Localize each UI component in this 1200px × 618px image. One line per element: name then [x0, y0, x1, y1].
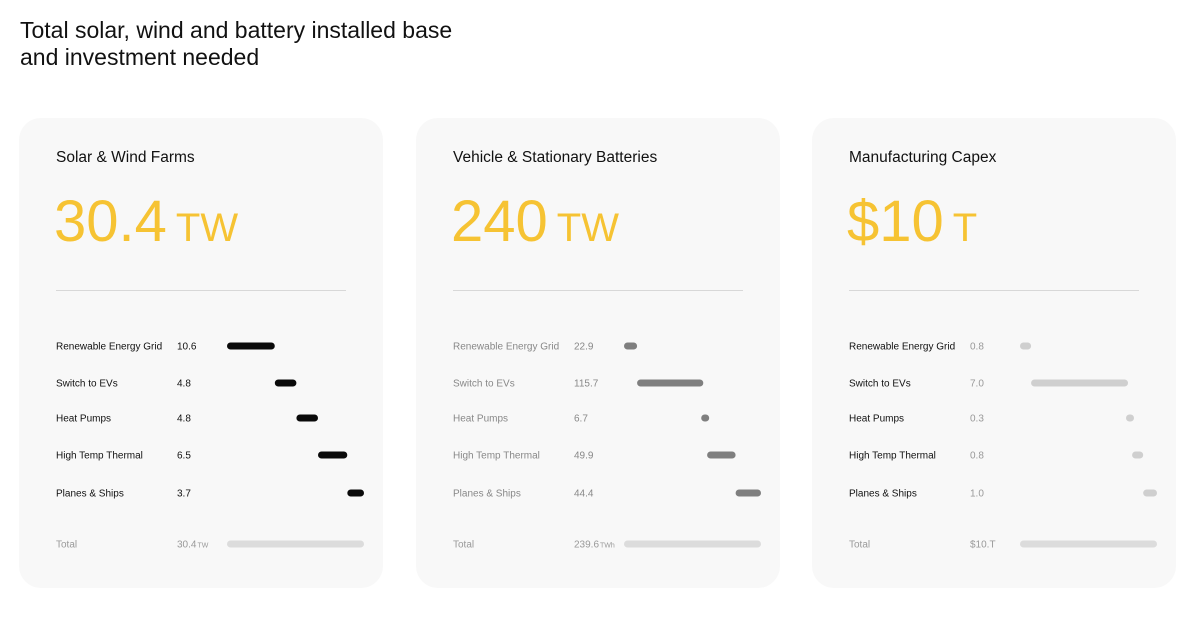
card-batteries: Vehicle & Stationary Batteries 240 TW Re…: [416, 118, 780, 588]
category-label: Switch to EVs: [56, 379, 118, 390]
category-label: High Temp Thermal: [453, 451, 540, 462]
category-label: High Temp Thermal: [56, 451, 143, 462]
total-label: Total: [56, 540, 77, 551]
category-label: Heat Pumps: [56, 414, 111, 425]
total-label: Total: [453, 540, 474, 551]
page-title: Total solar, wind and battery installed …: [20, 17, 453, 70]
total-value: 30.4TW: [177, 540, 209, 551]
waterfall-chart-capex: Renewable Energy Grid 0.8 Switch to EVs 7.0…: [849, 342, 1157, 551]
bar: [227, 342, 275, 350]
value-label: 0.3: [970, 414, 984, 425]
headline-value: 30.4 TW: [54, 188, 238, 256]
headline-value: 240 TW: [451, 188, 619, 256]
value-label: 3.7: [177, 489, 191, 500]
divider: [453, 290, 743, 291]
card-title: Manufacturing Capex: [849, 149, 997, 166]
bar: [274, 379, 297, 387]
category-label: Heat Pumps: [453, 414, 508, 425]
category-label: Planes & Ships: [849, 489, 917, 500]
bar: [1020, 342, 1032, 350]
total-bar: [1020, 540, 1157, 548]
value-label: 0.8: [970, 451, 984, 462]
bar: [296, 414, 318, 422]
value-label: 4.8: [177, 414, 191, 425]
bar: [735, 489, 761, 497]
value-label: 1.0: [970, 489, 984, 500]
waterfall-chart-solar-wind: Renewable Energy Grid 10.6 Switch to EVs 4.…: [56, 342, 364, 551]
value-label: 115.7: [574, 379, 599, 390]
bar: [707, 451, 736, 459]
divider: [56, 290, 346, 291]
card-title: Solar & Wind Farms: [56, 149, 195, 166]
bar: [1143, 489, 1157, 497]
category-label: Switch to EVs: [849, 379, 911, 390]
card-solar-wind: Solar & Wind Farms 30.4 TW Renewable Ene…: [19, 118, 383, 588]
divider: [849, 290, 1139, 291]
value-label: 10.6: [177, 342, 197, 353]
category-label: Heat Pumps: [849, 414, 904, 425]
category-label: Switch to EVs: [453, 379, 515, 390]
card-title: Vehicle & Stationary Batteries: [453, 149, 658, 166]
bar: [637, 379, 704, 387]
category-label: Renewable Energy Grid: [453, 342, 559, 353]
bar: [347, 489, 364, 497]
bar: [1126, 414, 1134, 422]
value-label: 0.8: [970, 342, 984, 353]
bar: [1031, 379, 1128, 387]
headline-number: 240: [451, 189, 548, 254]
waterfall-chart-batteries: Renewable Energy Grid 22.9 Switch to EVs 11…: [453, 342, 761, 551]
card-capex: Manufacturing Capex $10 T Renewable Ener…: [812, 118, 1176, 588]
value-label: 44.4: [574, 489, 594, 500]
headline-value: $10 T: [847, 188, 977, 256]
category-label: Planes & Ships: [56, 489, 124, 500]
total-label: Total: [849, 540, 870, 551]
total-unit: TWh: [600, 543, 615, 550]
category-label: Planes & Ships: [453, 489, 521, 500]
total-unit: TW: [197, 543, 208, 550]
value-label: 6.5: [177, 451, 191, 462]
total-bar: [227, 540, 364, 548]
headline-unit: TW: [175, 206, 239, 250]
bar: [318, 451, 348, 459]
value-label: 4.8: [177, 379, 191, 390]
value-label: 7.0: [970, 379, 984, 390]
total-value: $10.T: [970, 540, 996, 551]
headline-number: 30.4: [54, 189, 167, 254]
category-label: Renewable Energy Grid: [56, 342, 162, 353]
value-label: 6.7: [574, 414, 588, 425]
headline-number: $10: [847, 189, 944, 254]
total-bar: [624, 540, 761, 548]
headline-unit: T: [952, 206, 978, 250]
headline-unit: TW: [556, 206, 619, 250]
bar: [624, 342, 638, 350]
category-label: Renewable Energy Grid: [849, 342, 955, 353]
bar: [701, 414, 710, 422]
total-value: 239.6TWh: [574, 540, 615, 551]
category-label: High Temp Thermal: [849, 451, 936, 462]
bar: [1132, 451, 1144, 459]
value-label: 22.9: [574, 342, 594, 353]
value-label: 49.9: [574, 451, 594, 462]
